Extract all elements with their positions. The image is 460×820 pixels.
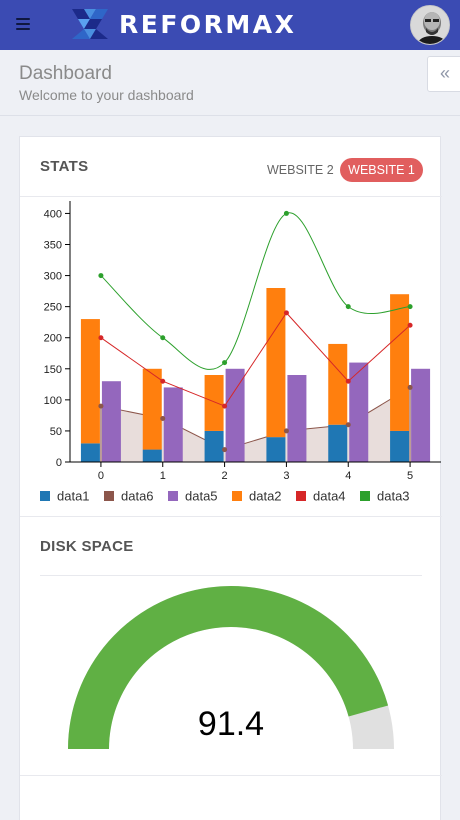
bar-data1 <box>204 430 224 462</box>
y-tick-label: 50 <box>50 426 62 438</box>
point-data4 <box>407 322 413 328</box>
legend-swatch-data5 <box>168 491 178 501</box>
bar-data2 <box>266 288 286 438</box>
bar-data1 <box>390 430 410 462</box>
point-data4 <box>345 378 351 384</box>
point-data4 <box>283 310 289 316</box>
disk-space-title: DISK SPACE <box>40 538 134 555</box>
legend-label-data1: data1 <box>57 489 90 504</box>
stats-chart: 0 50 100 150 200 250 300 350 400 0 1 2 3 4 5 data1 data6… <box>40 201 441 504</box>
x-tick-label: 2 <box>222 470 228 482</box>
card-divider <box>20 775 442 776</box>
page-header: Dashboard Welcome to your dashboard <box>0 50 460 116</box>
brand-name[interactable]: REFORMAX <box>119 10 297 39</box>
card-divider <box>20 196 442 197</box>
bar-data1 <box>328 424 348 462</box>
bar-data1 <box>266 437 286 462</box>
dashboard-card: STATS WEBSITE 2 WEBSITE 1 0 50 100 150 200 25… <box>19 136 442 820</box>
legend-swatch-data1 <box>40 491 50 501</box>
bar-data1 <box>142 449 162 462</box>
bar-data5 <box>101 381 121 462</box>
point-data6 <box>283 428 289 434</box>
x-tick-label: 0 <box>98 470 104 482</box>
x-tick-label: 4 <box>345 470 351 482</box>
page-title: Dashboard <box>19 63 112 84</box>
y-tick-label: 150 <box>44 364 62 376</box>
top-navbar: REFORMAX <box>0 0 460 50</box>
bar-data5 <box>411 368 431 462</box>
series-line-data4 <box>100 312 411 407</box>
bar-data2 <box>328 343 348 425</box>
point-data3 <box>407 304 413 310</box>
legend-swatch-data4 <box>296 491 306 501</box>
legend-label-data2: data2 <box>249 489 282 504</box>
series-spline-data3 <box>100 212 411 370</box>
card-divider <box>20 516 442 517</box>
tab-website-1[interactable]: WEBSITE 1 <box>340 158 423 182</box>
legend-swatch-data6 <box>104 491 114 501</box>
legend-label-data4: data4 <box>313 489 346 504</box>
y-tick-label: 400 <box>44 208 62 220</box>
point-data6 <box>98 403 104 409</box>
bar-data5 <box>163 387 183 462</box>
y-tick-label: 0 <box>56 457 62 469</box>
point-data6 <box>407 384 413 390</box>
y-tick-label: 200 <box>44 333 62 345</box>
point-data3 <box>160 335 166 341</box>
point-data6 <box>345 422 351 428</box>
stats-title: STATS <box>40 158 89 175</box>
point-data4 <box>222 403 228 409</box>
hamburger-menu-icon[interactable] <box>16 18 30 30</box>
gauge-fill <box>68 586 389 749</box>
x-tick-label: 5 <box>407 470 413 482</box>
bar-data5 <box>225 368 245 462</box>
y-tick-label: 300 <box>44 271 62 283</box>
legend-label-data6: data6 <box>121 489 154 504</box>
tab-website-2[interactable]: WEBSITE 2 <box>267 163 334 177</box>
point-data4 <box>160 378 166 384</box>
y-tick-label: 100 <box>44 395 62 407</box>
x-tick-label: 1 <box>160 470 166 482</box>
bar-data2 <box>80 319 100 444</box>
bar-data1 <box>80 443 100 462</box>
bar-data5 <box>349 362 369 462</box>
legend-label-data3: data3 <box>377 489 410 504</box>
legend-swatch-data2 <box>232 491 242 501</box>
legend-swatch-data3 <box>360 491 370 501</box>
disk-divider <box>40 575 422 576</box>
double-chevron-left-icon[interactable]: « <box>427 56 460 92</box>
y-tick-label: 250 <box>44 302 62 314</box>
point-data6 <box>160 416 166 421</box>
brand-logo-icon <box>72 9 108 39</box>
point-data3 <box>222 360 228 366</box>
bar-data2 <box>142 368 162 450</box>
point-data3 <box>283 210 289 216</box>
bar-data2 <box>390 294 410 431</box>
disk-space-gauge: 91.4 <box>68 586 394 749</box>
point-data6 <box>222 447 228 453</box>
page-subtitle: Welcome to your dashboard <box>19 87 194 103</box>
point-data3 <box>98 273 104 279</box>
user-avatar[interactable] <box>410 5 450 45</box>
user-avatar-image <box>411 6 449 44</box>
gauge-value: 91.4 <box>198 705 264 743</box>
legend-label-data5: data5 <box>185 489 218 504</box>
point-data4 <box>98 335 104 341</box>
y-tick-label: 350 <box>44 240 62 252</box>
point-data3 <box>345 304 351 310</box>
bar-data5 <box>287 375 307 462</box>
x-tick-label: 3 <box>283 470 289 482</box>
bar-data2 <box>204 375 224 431</box>
